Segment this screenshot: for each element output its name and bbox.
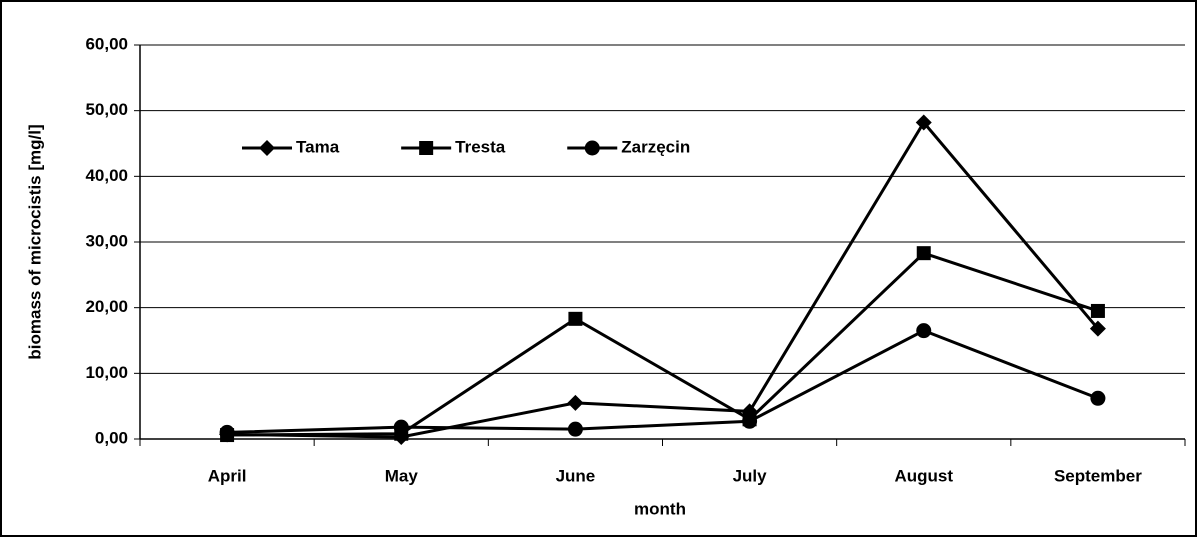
legend-marker — [419, 141, 434, 155]
marker — [219, 424, 235, 440]
marker — [393, 419, 409, 435]
data-line — [227, 251, 1099, 437]
legend-label: Tama — [296, 137, 340, 156]
marker — [916, 246, 931, 261]
marker — [915, 114, 932, 131]
marker — [916, 323, 932, 339]
x-axis-title: month — [634, 499, 686, 518]
y-tick-label: 30,00 — [85, 231, 128, 250]
marker — [568, 311, 583, 326]
y-tick-label: 60,00 — [85, 34, 128, 53]
data-line — [227, 119, 1100, 439]
marker — [567, 421, 583, 437]
marker — [1089, 320, 1106, 337]
y-tick-label: 0,00 — [95, 428, 128, 447]
marker — [1090, 390, 1106, 406]
marker — [567, 394, 584, 411]
x-tick-label: August — [894, 466, 953, 485]
y-tick-label: 40,00 — [85, 166, 128, 185]
x-tick-label: May — [385, 466, 419, 485]
x-tick-label: September — [1054, 466, 1142, 485]
x-tick-label: April — [208, 466, 247, 485]
marker — [1090, 303, 1105, 318]
x-tick-label: June — [556, 466, 596, 485]
y-tick-label: 20,00 — [85, 297, 128, 316]
legend-marker — [259, 140, 275, 156]
y-tick-label: 50,00 — [85, 100, 128, 119]
legend-label: Tresta — [455, 137, 506, 156]
data-line — [227, 329, 1099, 434]
marker — [742, 413, 758, 429]
x-tick-label: July — [733, 466, 768, 485]
y-tick-label: 10,00 — [85, 363, 128, 382]
legend-marker — [584, 140, 600, 156]
legend-label: Zarzęcin — [621, 137, 690, 156]
y-axis-title: biomass of microcistis [mg/l] — [25, 124, 44, 359]
